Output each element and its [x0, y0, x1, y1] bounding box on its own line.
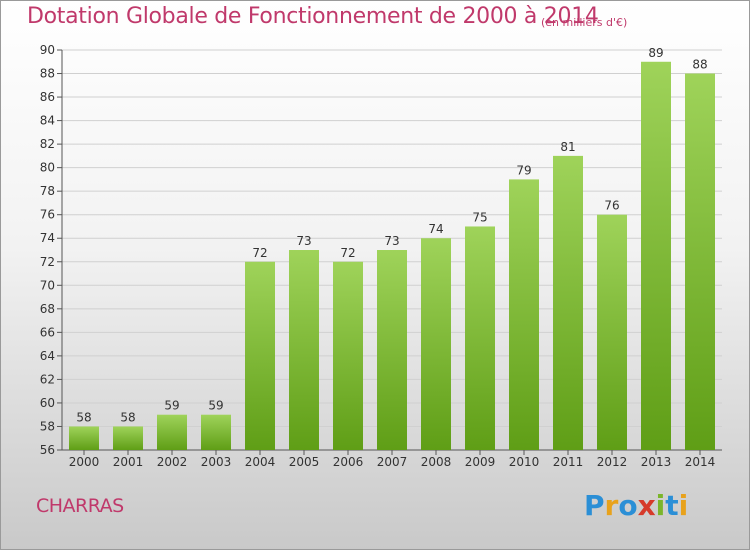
bar-value-label: 59	[164, 399, 179, 413]
logo-letter: r	[604, 489, 619, 522]
y-tick-label: 80	[40, 161, 55, 175]
x-tick-label: 2003	[201, 455, 232, 469]
chart-title: Dotation Globale de Fonctionnement de 20…	[27, 4, 599, 29]
logo-letter: o	[618, 489, 638, 522]
x-tick-label: 2012	[597, 455, 628, 469]
bar-2010	[509, 179, 539, 451]
y-tick-label: 72	[40, 255, 55, 269]
x-tick-label: 2002	[157, 455, 188, 469]
bar-2007	[377, 250, 407, 450]
x-tick-label: 2010	[509, 455, 540, 469]
y-tick-label: 64	[40, 349, 55, 363]
bar-value-label: 58	[76, 410, 91, 424]
x-tick-label: 2008	[421, 455, 452, 469]
commune-name: CHARRAS	[36, 495, 124, 517]
y-tick-label: 84	[40, 114, 55, 128]
bar-2002	[157, 414, 187, 450]
bar-value-label: 81	[560, 140, 575, 154]
bar-value-label: 74	[428, 222, 443, 236]
y-tick-label: 78	[40, 184, 55, 198]
logo-letter: P	[584, 489, 605, 522]
bar-2011	[553, 155, 583, 450]
bar-2004	[245, 261, 275, 450]
y-tick-label: 70	[40, 278, 55, 292]
bar-2001	[113, 426, 143, 450]
y-tick-label: 66	[40, 325, 55, 339]
logo-letter: x	[637, 489, 656, 522]
bar-value-label: 73	[296, 234, 311, 248]
y-tick-label: 90	[40, 43, 55, 57]
bar-2008	[421, 238, 451, 450]
x-tick-label: 2013	[641, 455, 672, 469]
x-tick-label: 2007	[377, 455, 408, 469]
y-tick-label: 76	[40, 208, 55, 222]
bar-value-label: 72	[252, 246, 267, 260]
x-tick-label: 2000	[69, 455, 100, 469]
x-tick-label: 2014	[685, 455, 716, 469]
bar-value-label: 58	[120, 410, 135, 424]
y-tick-label: 88	[40, 67, 55, 81]
bar-value-label: 72	[340, 246, 355, 260]
y-tick-label: 58	[40, 419, 55, 433]
bar-value-label: 89	[648, 46, 663, 60]
bar-2005	[289, 250, 319, 450]
unit-label: (en milliers d'€)	[541, 16, 628, 29]
bar-value-label: 73	[384, 234, 399, 248]
y-tick-label: 62	[40, 372, 55, 386]
logo-letter: i	[678, 489, 689, 522]
bar-value-label: 76	[604, 199, 619, 213]
y-tick-label: 60	[40, 396, 55, 410]
x-tick-label: 2004	[245, 455, 276, 469]
y-tick-label: 86	[40, 90, 55, 104]
logo-letter: i	[655, 489, 666, 522]
x-tick-label: 2006	[333, 455, 364, 469]
logo-letter: t	[665, 489, 679, 522]
x-tick-label: 2009	[465, 455, 496, 469]
bar-2000	[69, 426, 99, 450]
bar-value-label: 59	[208, 399, 223, 413]
x-tick-label: 2011	[553, 455, 584, 469]
y-tick-label: 74	[40, 231, 55, 245]
y-tick-label: 56	[40, 443, 55, 457]
bar-value-label: 79	[516, 163, 531, 177]
y-tick-label: 68	[40, 302, 55, 316]
proxiti-logo[interactable]: Proxiti	[584, 489, 688, 522]
bar-2009	[465, 226, 495, 450]
bar-2006	[333, 261, 363, 450]
x-tick-label: 2001	[113, 455, 144, 469]
x-tick-label: 2005	[289, 455, 320, 469]
y-tick-label: 82	[40, 137, 55, 151]
bar-2003	[201, 414, 231, 450]
bar-2012	[597, 214, 627, 450]
bar-value-label: 75	[472, 210, 487, 224]
bar-2013	[641, 61, 671, 450]
bar-2014	[685, 73, 715, 450]
bar-value-label: 88	[692, 58, 707, 72]
